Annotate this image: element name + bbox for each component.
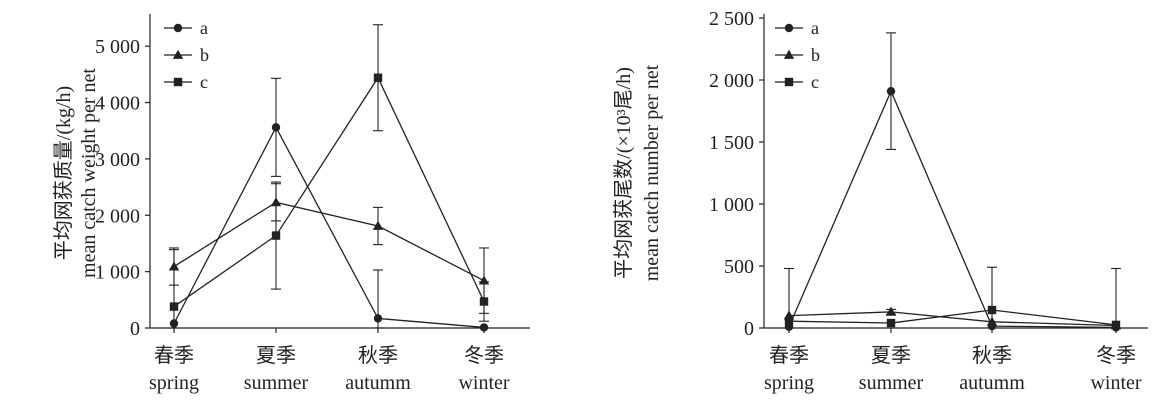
data-point xyxy=(784,316,794,326)
data-point xyxy=(987,305,997,315)
x-tick-label-cn: 夏季 xyxy=(871,344,911,367)
y-tick-label: 1 000 xyxy=(709,194,754,216)
y-tick-label: 500 xyxy=(724,256,754,278)
data-point xyxy=(986,316,998,326)
data-point xyxy=(886,86,896,96)
data-point xyxy=(373,314,383,323)
legend-label: c xyxy=(200,72,208,92)
y-tick-label: 1 500 xyxy=(709,132,754,154)
data-point xyxy=(479,297,489,306)
y-tick-label: 0 xyxy=(744,318,754,340)
data-point xyxy=(479,323,489,332)
series-a xyxy=(784,32,1121,332)
x-tick-label-cn: 春季 xyxy=(769,344,809,367)
x-tick-label-en: autumm xyxy=(345,372,411,394)
y-axis-title-en: mean catch weight per net xyxy=(78,68,100,278)
chart-panel-2: 0 500 1 000 1 500 2 000 2 500 春季 spring 夏季 summer… xyxy=(612,8,1148,394)
y-tick-label: 3 000 xyxy=(95,149,140,171)
data-point xyxy=(885,306,897,316)
legend-marker xyxy=(173,77,183,87)
y-tick-label: 2 000 xyxy=(95,205,140,227)
legend-marker xyxy=(784,77,794,87)
x-tick-label-cn: 秋季 xyxy=(972,344,1012,367)
legend-label: a xyxy=(200,18,208,38)
x-tick-label-cn: 秋季 xyxy=(358,344,398,367)
x-tick-label-en: summer xyxy=(244,372,309,394)
series-line xyxy=(173,201,485,282)
data-point xyxy=(373,73,383,82)
x-tick-label-en: spring xyxy=(149,372,199,394)
data-point xyxy=(886,318,896,328)
series-line xyxy=(788,309,1117,326)
x-tick-label-cn: 冬季 xyxy=(464,344,504,367)
legend-marker xyxy=(173,23,183,33)
legend-marker xyxy=(172,49,184,59)
x-tick-label-en: spring xyxy=(764,372,814,394)
y-tick-label: 2 000 xyxy=(709,70,754,92)
data-point xyxy=(1111,320,1121,330)
legend-label: c xyxy=(811,72,819,92)
x-tick-label-en: winter xyxy=(1090,372,1141,394)
y-tick-label: 4 000 xyxy=(95,93,140,115)
chart-panel-1: 0 1 000 2 000 3 000 4 000 5 000 春季 spring 夏季 summ… xyxy=(52,14,530,394)
data-point xyxy=(372,220,384,230)
legend: abc xyxy=(164,18,209,92)
x-tick-label-cn: 冬季 xyxy=(1096,344,1136,367)
x-tick-label-cn: 夏季 xyxy=(256,344,296,367)
legend-label: b xyxy=(811,45,820,65)
y-tick-label: 1 000 xyxy=(95,262,140,284)
legend-marker xyxy=(784,23,794,33)
series-line xyxy=(788,89,1117,329)
series-line xyxy=(173,76,485,308)
y-axis-title-cn: 平均网获尾数/(×10³尾/h) xyxy=(612,67,635,279)
series-c xyxy=(169,24,489,329)
series-c xyxy=(784,305,1121,330)
y-axis-title-cn: 平均网获质量/(kg/h) xyxy=(52,86,75,260)
legend-label: b xyxy=(200,45,209,65)
series-b xyxy=(168,183,490,314)
data-point xyxy=(169,302,179,311)
data-point xyxy=(271,123,281,132)
legend: abc xyxy=(775,18,820,92)
legend-label: a xyxy=(811,18,819,38)
y-tick-label: 5 000 xyxy=(95,36,140,58)
y-tick-label: 2 500 xyxy=(709,8,754,30)
x-tick-label-en: winter xyxy=(458,372,509,394)
data-point xyxy=(271,231,281,240)
y-axis-title-en: mean catch number per net xyxy=(641,64,663,281)
y-tick-label: 0 xyxy=(130,318,140,340)
x-tick-label-en: autumm xyxy=(959,372,1025,394)
series-line xyxy=(173,125,485,329)
x-tick-label-cn: 春季 xyxy=(154,344,194,367)
x-tick-label-en: summer xyxy=(859,372,924,394)
legend-marker xyxy=(783,49,795,59)
series-a xyxy=(169,77,489,332)
